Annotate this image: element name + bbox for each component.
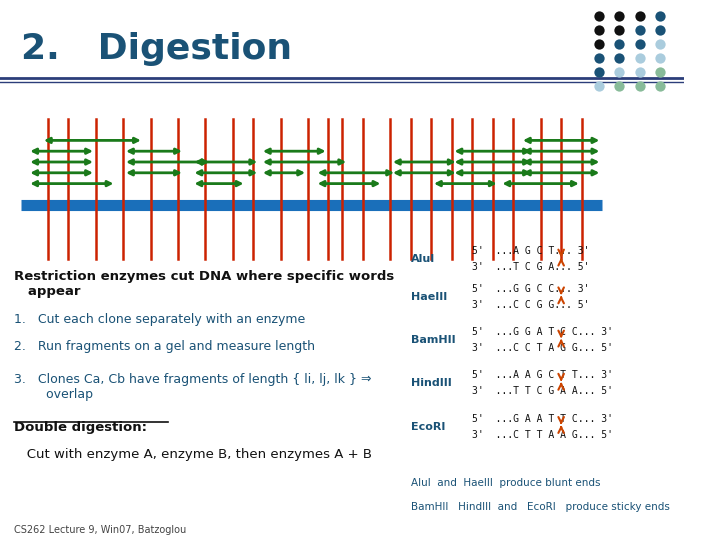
Point <box>593 68 605 77</box>
Text: 3'  ...C C G G... 5': 3' ...C C G G... 5' <box>472 300 590 310</box>
Point <box>654 26 666 35</box>
Point <box>654 54 666 63</box>
Point <box>634 82 646 91</box>
Point <box>654 82 666 91</box>
Point <box>634 26 646 35</box>
Text: 2.   Digestion: 2. Digestion <box>21 32 292 66</box>
Point <box>634 54 646 63</box>
Text: EcoRI: EcoRI <box>410 422 445 431</box>
Point <box>613 68 625 77</box>
Text: 3'  ...C C T A G G... 5': 3' ...C C T A G G... 5' <box>472 343 613 353</box>
Point <box>593 26 605 35</box>
Point <box>613 40 625 49</box>
Text: Double digestion:: Double digestion: <box>14 421 147 434</box>
Text: 1.   Cut each clone separately with an enzyme: 1. Cut each clone separately with an enz… <box>14 313 305 326</box>
Text: 2.   Run fragments on a gel and measure length: 2. Run fragments on a gel and measure le… <box>14 340 315 353</box>
Text: Restriction enzymes cut DNA where specific words
   appear: Restriction enzymes cut DNA where specif… <box>14 270 394 298</box>
Text: BamHII: BamHII <box>410 335 455 345</box>
Text: AluI: AluI <box>410 254 435 264</box>
Text: 5'  ...G G C C... 3': 5' ...G G C C... 3' <box>472 284 590 294</box>
Point <box>654 12 666 21</box>
Text: 3.   Clones Ca, Cb have fragments of length { li, lj, lk } ⇒
        overlap: 3. Clones Ca, Cb have fragments of lengt… <box>14 373 372 401</box>
Point <box>654 40 666 49</box>
Text: BamHII   HindIII  and   EcoRI   produce sticky ends: BamHII HindIII and EcoRI produce sticky … <box>410 502 670 512</box>
Text: HindIII: HindIII <box>410 379 451 388</box>
Text: CS262 Lecture 9, Win07, Batzoglou: CS262 Lecture 9, Win07, Batzoglou <box>14 524 186 535</box>
Text: 5'  ...A G C T... 3': 5' ...A G C T... 3' <box>472 246 590 256</box>
Point <box>613 82 625 91</box>
Point <box>634 68 646 77</box>
Text: AluI  and  HaeIII  produce blunt ends: AluI and HaeIII produce blunt ends <box>410 478 600 488</box>
Text: Cut with enzyme A, enzyme B, then enzymes A + B: Cut with enzyme A, enzyme B, then enzyme… <box>14 448 372 461</box>
Point <box>634 12 646 21</box>
Point <box>613 54 625 63</box>
Point <box>613 26 625 35</box>
Text: 5'  ...A A G C T T... 3': 5' ...A A G C T T... 3' <box>472 370 613 380</box>
Text: 5'  ...G G A T C C... 3': 5' ...G G A T C C... 3' <box>472 327 613 337</box>
Text: 3'  ...T C G A... 5': 3' ...T C G A... 5' <box>472 262 590 272</box>
Point <box>593 54 605 63</box>
Text: 5'  ...G A A T T C... 3': 5' ...G A A T T C... 3' <box>472 414 613 423</box>
Point <box>654 68 666 77</box>
Point <box>634 40 646 49</box>
Text: 3'  ...C T T A A G... 5': 3' ...C T T A A G... 5' <box>472 430 613 440</box>
Point <box>593 40 605 49</box>
Point <box>613 12 625 21</box>
Point <box>593 82 605 91</box>
Text: HaeIII: HaeIII <box>410 292 447 302</box>
Point <box>593 12 605 21</box>
Text: 3'  ...T T C G A A... 5': 3' ...T T C G A A... 5' <box>472 387 613 396</box>
